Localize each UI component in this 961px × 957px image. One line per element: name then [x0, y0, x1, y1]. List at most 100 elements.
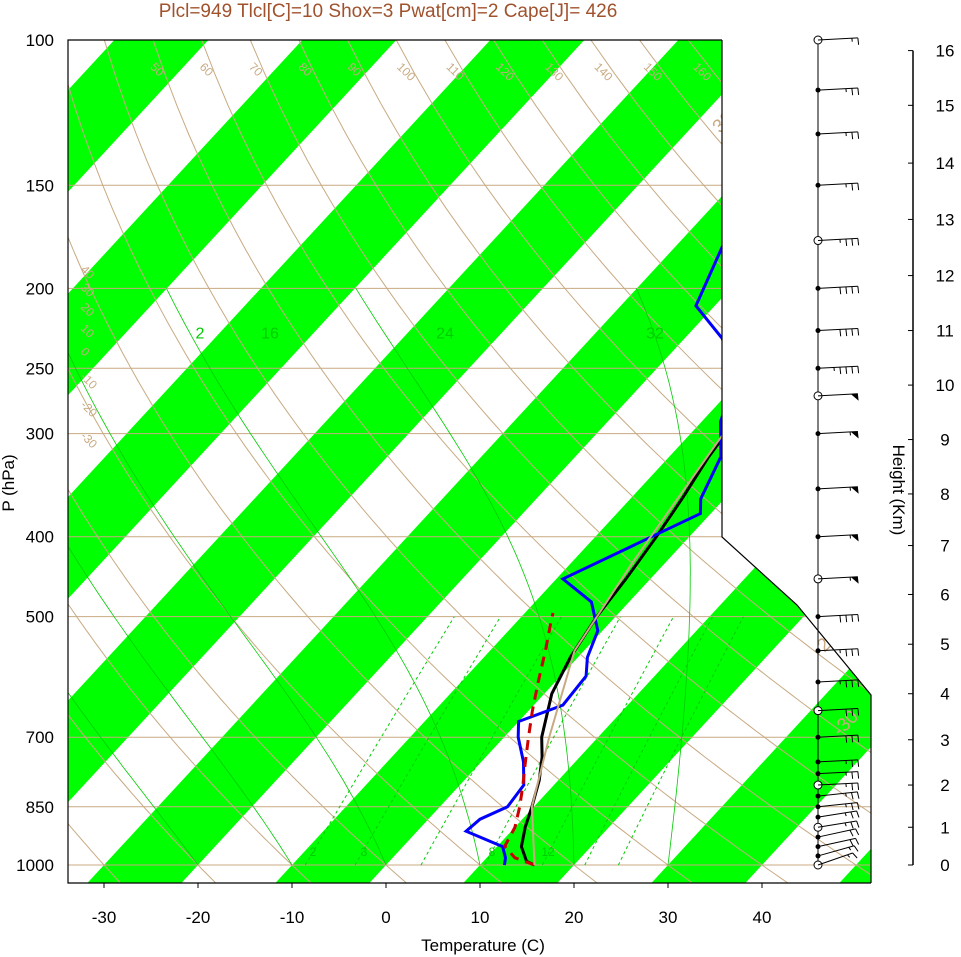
isotherm-band	[0, 2, 55, 899]
barb-flag	[856, 802, 860, 810]
mixing-ratio-label: 2	[310, 845, 317, 859]
barb-flag	[845, 709, 848, 717]
barb-pennant	[850, 576, 859, 584]
moist-adiabat	[355, 288, 575, 866]
barb-flag	[849, 829, 854, 837]
pressure-tick-label: 300	[26, 425, 54, 444]
barb-shaft	[817, 327, 858, 332]
barb-flag	[857, 366, 860, 374]
height-tick-label: 3	[940, 731, 949, 750]
barb-shaft	[817, 810, 857, 818]
barb-flag	[856, 791, 860, 799]
wind-barb	[815, 845, 859, 859]
isotherm-band	[839, 848, 871, 883]
mixing-ratio-label: 32	[646, 325, 664, 342]
mask	[67, 39, 872, 884]
pressure-tick-label: 250	[26, 359, 54, 378]
wind-barb	[815, 87, 860, 96]
green-bands	[0, 2, 871, 899]
barb-flag	[851, 760, 854, 768]
dry-adiabat	[152, 40, 871, 876]
barb-flag	[845, 238, 848, 247]
barb-flag	[857, 87, 860, 95]
pressure-tick-label: 400	[26, 528, 54, 547]
barb-pennant	[850, 393, 859, 401]
barb-flag	[857, 679, 860, 687]
dry-adiabat	[298, 40, 871, 694]
mixing-ratio-label: 24	[436, 325, 454, 342]
wind-barb	[813, 35, 860, 45]
height-tick-label: 13	[936, 210, 955, 229]
barb-flag	[845, 615, 848, 623]
dry-adiabat	[68, 82, 693, 883]
height-tick-label: 11	[936, 322, 954, 341]
wind-barb	[815, 679, 860, 688]
wind-barb	[815, 614, 860, 623]
barb-half-flag	[844, 812, 847, 817]
moist-adiabat	[68, 545, 293, 866]
barb-flag	[850, 811, 854, 819]
height-tick-label: 6	[940, 586, 949, 605]
dry-adiabat	[347, 40, 871, 635]
barb-flag	[851, 132, 854, 140]
dry-adiabat	[68, 714, 216, 883]
barb-flag	[851, 328, 854, 336]
mixing-ratio-label: 3	[361, 845, 368, 859]
dry-adiabat-label: 70	[246, 60, 266, 80]
temperature-tick-label: 10	[471, 908, 490, 927]
barb-flag	[856, 810, 860, 818]
wind-barb	[813, 852, 858, 870]
dry-adiabat	[395, 40, 871, 578]
wind-barb	[815, 431, 859, 439]
barb-flag	[857, 759, 860, 767]
barb-flag	[845, 735, 848, 743]
wind-barb	[815, 285, 860, 295]
barb-flag	[845, 366, 848, 374]
temperature-tick-label: -30	[92, 908, 117, 927]
barb-flag	[851, 286, 854, 294]
barb-flag	[845, 649, 848, 657]
barb-flag	[851, 183, 854, 191]
series-parcel	[502, 612, 555, 867]
upper-right-mask	[722, 40, 871, 695]
barb-shaft	[817, 782, 858, 786]
barb-shaft	[817, 131, 858, 135]
pressure-tick-label: 200	[26, 279, 54, 298]
pressure-tick-label: 700	[26, 728, 54, 747]
barb-shaft	[817, 679, 858, 683]
barb-flag	[850, 821, 854, 829]
height-tick-label: 7	[940, 537, 949, 556]
height-tick-label: 4	[940, 685, 949, 704]
barb-flag	[845, 680, 848, 688]
mixing-ratio-label: 8	[489, 845, 496, 859]
barb-half-flag	[845, 793, 847, 797]
barb-pennant	[850, 431, 859, 439]
wind-barb	[815, 486, 859, 494]
wind-barb	[813, 391, 859, 401]
barb-half-flag	[847, 854, 851, 858]
barb-shaft	[817, 708, 858, 712]
dry-adiabat	[249, 40, 871, 754]
series-environmental-lapse	[530, 291, 871, 866]
wind-barb	[813, 236, 860, 247]
dry-adiabat	[68, 603, 311, 883]
barb-flag	[845, 329, 848, 337]
mixing-ratio-line	[584, 616, 713, 866]
barb-flag	[857, 708, 860, 716]
barb-flag	[857, 328, 860, 336]
barb-flag	[857, 782, 860, 790]
dry-adiabat	[68, 367, 502, 883]
barb-flag	[839, 329, 842, 337]
barb-shaft	[817, 820, 857, 828]
barb-pennant	[850, 486, 859, 494]
isotherm-band	[651, 645, 871, 883]
height-tick-label: 12	[936, 267, 955, 286]
wind-barb	[813, 820, 860, 832]
barb-flag	[849, 839, 854, 846]
dry-adiabat	[68, 488, 407, 883]
frame-notch	[721, 40, 872, 883]
barb-flag	[851, 366, 854, 374]
moist-adiabat	[68, 351, 387, 866]
dry-adiabat-label: 140	[591, 60, 615, 84]
